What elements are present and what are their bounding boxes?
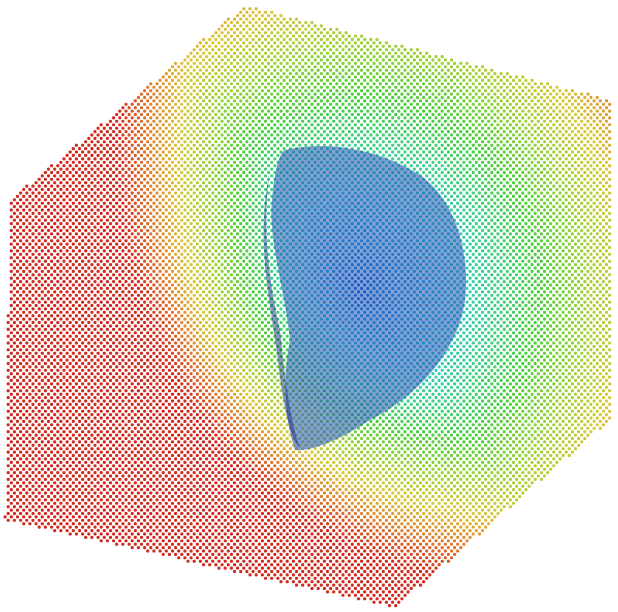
point-cloud-render [0,0,618,612]
point-cloud-viewport[interactable] [0,0,618,612]
